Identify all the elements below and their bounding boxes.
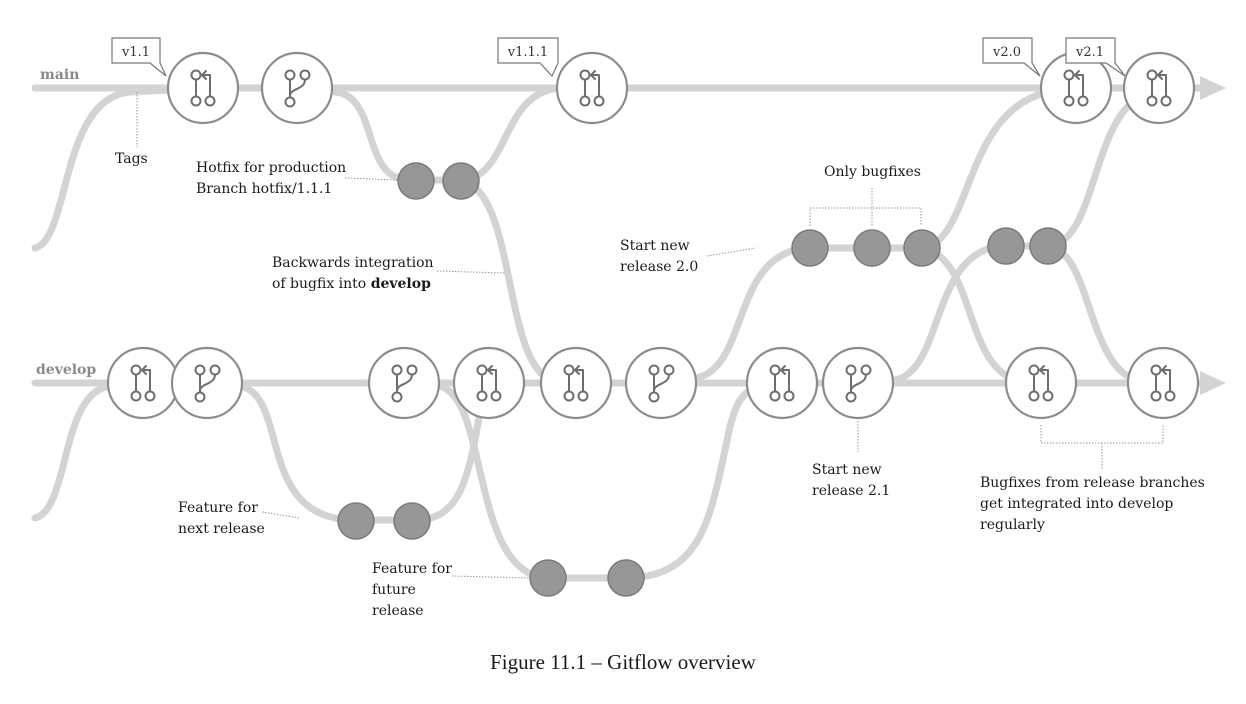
branch-node-release-2-1: [821, 346, 895, 420]
bugfix-note-line2: get integrated into develop: [980, 496, 1173, 512]
incoming-main-curve: [31, 86, 174, 252]
release-2-1-commit-1: [987, 227, 1025, 265]
backwards-note-line2: of bugfix into develop: [272, 276, 431, 292]
feature-next-line2: next release: [178, 521, 265, 537]
tags-note: Tags: [115, 151, 148, 167]
develop-branch-label: develop: [36, 362, 96, 378]
incoming-develop-curve: [31, 382, 114, 522]
feature-future-commit-2: [607, 559, 645, 597]
feature-future-branch: [436, 379, 784, 582]
start-release-2-0-line2: release 2.0: [620, 259, 698, 275]
hotfix-note-line1: Hotfix for production: [196, 160, 346, 176]
tag-v1-1-label: v1.1: [121, 45, 150, 60]
feature-next-branch: [236, 379, 489, 524]
tag-v2-1: v2.1: [1065, 37, 1126, 77]
figure-caption: Figure 11.1 – Gitflow overview: [490, 650, 757, 674]
hotfix-note-line2: Branch hotfix/1.1.1: [196, 181, 332, 197]
tag-v1-1: v1.1: [111, 37, 167, 77]
feature-future-line1: Feature for: [372, 561, 452, 577]
branch-node-feature-next: [170, 346, 244, 420]
annotation-leaders: [136, 92, 1164, 579]
release-2-1-commit-2: [1029, 227, 1067, 265]
tags: v1.1 v1.1.1 v2.0 v2.1: [111, 37, 1126, 78]
tag-v2-0-label: v2.0: [992, 45, 1021, 60]
hotfix-commit-2: [442, 162, 480, 200]
start-release-2-1-line1: Start new: [812, 462, 882, 478]
start-release-2-1-line2: release 2.1: [812, 483, 890, 499]
feature-future-line2: future: [372, 582, 416, 598]
only-bugfixes-note: Only bugfixes: [824, 164, 921, 180]
backwards-note-bold: develop: [371, 276, 431, 292]
commit-dots: [337, 162, 1067, 597]
merge-node-release-2-1-develop: [1126, 346, 1200, 420]
merge-node-v1-1: [166, 51, 240, 125]
main-branch-label: main: [40, 67, 79, 83]
release-2-0-commit-3: [903, 229, 941, 267]
release-2-0-leader: [706, 247, 756, 257]
backwards-integration: [456, 176, 564, 386]
release-2-0-commit-1: [791, 229, 829, 267]
feature-future-line3: release: [372, 603, 424, 619]
start-release-2-0-line1: Start new: [620, 238, 690, 254]
release-2-0-commit-2: [853, 229, 891, 267]
feature-next-commit-1: [337, 502, 375, 540]
develop-arrow-head: [1200, 371, 1226, 395]
branch-node-release-2-0: [624, 346, 698, 420]
bugfix-note-line1: Bugfixes from release branches: [980, 475, 1205, 491]
feature-next-line1: Feature for: [178, 500, 258, 516]
merge-node-hotfix-develop: [539, 346, 613, 420]
bugfix-note-line3: regularly: [980, 517, 1045, 533]
merge-node-release-2-0-develop: [1004, 346, 1078, 420]
merge-node-v2-1: [1122, 51, 1196, 125]
backwards-leader: [436, 270, 506, 274]
only-bugfixes-bracket: [809, 207, 922, 226]
merge-node-feature-future: [745, 346, 819, 420]
feature-future-leader: [451, 575, 531, 579]
backwards-note-prefix: of bugfix into: [272, 276, 371, 292]
feature-next-leader: [261, 511, 301, 519]
hotfix-branch: [331, 84, 564, 184]
tag-v1-1-1-label: v1.1.1: [507, 45, 548, 60]
branch-node-feature-future: [367, 346, 441, 420]
merge-node-develop-1: [106, 346, 180, 420]
backwards-note-line1: Backwards integration: [272, 255, 434, 271]
tag-v2-0: v2.0: [982, 37, 1041, 77]
tag-v2-1-label: v2.1: [1075, 45, 1104, 60]
hotfix-commit-1: [397, 162, 435, 200]
tag-v1-1-1: v1.1.1: [497, 37, 559, 78]
feature-future-commit-1: [529, 559, 567, 597]
main-arrow-head: [1200, 76, 1226, 100]
bugfix-bracket: [1040, 425, 1164, 444]
hotfix-leader: [344, 177, 399, 181]
merge-node-v1-1-1: [555, 51, 629, 125]
merge-node-feature-next: [452, 346, 526, 420]
annotations: Tags Hotfix for production Branch hotfix…: [115, 151, 1205, 619]
nodes: [106, 51, 1200, 420]
branch-node-hotfix: [260, 51, 334, 125]
feature-next-commit-2: [393, 502, 431, 540]
